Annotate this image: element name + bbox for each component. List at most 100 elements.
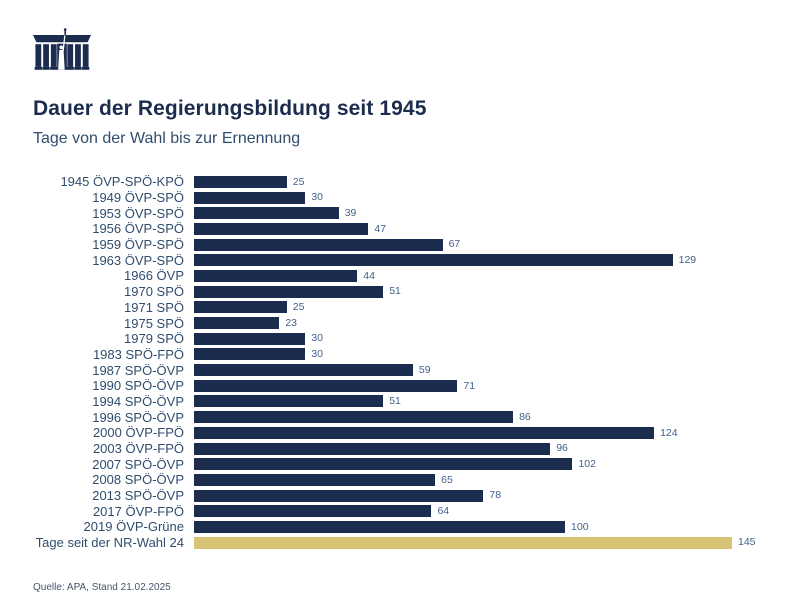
bar [194,301,287,314]
row-label: 2013 SPÖ-ÖVP [92,488,184,504]
chart-row: 1949 ÖVP-SPÖ 30 [33,190,800,206]
bar-track: 86 [194,410,732,424]
row-label: Tage seit der NR-Wahl 24 [35,535,184,551]
bar-value-label: 124 [660,426,678,439]
bar [194,175,287,188]
row-label: 1996 SPÖ-ÖVP [92,409,184,425]
chart-row: 1996 SPÖ-ÖVP 86 [33,409,800,425]
bar-track: 25 [194,175,732,188]
bar [194,411,514,424]
bar [194,473,436,486]
bar-value-label: 67 [448,238,461,251]
bar [194,348,306,361]
bar [194,238,443,251]
chart-row: 1975 SPÖ 23 [33,315,800,331]
row-label: 1959 ÖVP-SPÖ [92,237,184,253]
bar-track: 25 [194,301,732,314]
bar-track: 51 [194,395,732,408]
bar [194,269,358,282]
bar-chart: 1945 ÖVP-SPÖ-KPÖ 25 1949 ÖVP-SPÖ 30 1953 ÖVP… [33,174,800,551]
bar-track: 59 [194,363,732,377]
chart-row: 1979 SPÖ 30 [33,331,800,347]
bar [194,364,413,377]
bar-value-label: 51 [389,285,401,298]
bar-value-label: 23 [285,316,298,329]
row-label: 1956 ÖVP-SPÖ [92,221,184,237]
bar [194,489,484,502]
row-label: 1963 ÖVP-SPÖ [92,252,184,268]
bar-track: 30 [194,348,732,361]
bar-value-label: 47 [374,222,387,235]
bar [194,458,573,471]
chart-row: 1994 SPÖ-ÖVP 51 [33,394,800,410]
chart-row: 1970 SPÖ 51 [33,284,800,300]
bar-value-label: 51 [389,395,401,408]
bar-value-label: 71 [463,379,476,392]
parliament-logo-icon [33,28,91,70]
bar-track: 78 [194,489,732,502]
bar-track: 65 [194,473,732,486]
row-label: 1994 SPÖ-ÖVP [92,393,184,409]
bar-track: 67 [194,238,732,251]
chart-row: 1953 ÖVP-SPÖ 39 [33,205,800,221]
bar [194,379,458,392]
row-label: 1983 SPÖ-FPÖ [92,346,184,362]
bar [194,191,306,204]
bar-value-label: 78 [489,489,502,502]
bar-track: 23 [194,316,732,330]
row-label: 1953 ÖVP-SPÖ [92,205,184,221]
chart-row: 1990 SPÖ-ÖVP 71 [33,378,800,394]
bar-track: 44 [194,269,732,282]
bar-value-label: 129 [678,254,697,267]
row-label: 2008 SPÖ-ÖVP [92,472,184,488]
bar-value-label: 25 [292,175,305,188]
row-label: 1975 SPÖ [124,315,184,331]
chart-row: 1956 ÖVP-SPÖ 47 [33,221,800,237]
chart-row: 1945 ÖVP-SPÖ-KPÖ 25 [33,174,800,190]
bar-value-label: 100 [571,520,589,533]
page-subtitle: Tage von der Wahl bis zur Ernennung [33,130,301,147]
bar-value-label: 64 [437,505,450,518]
chart-row: 2000 ÖVP-FPÖ 124 [33,425,800,441]
bar [194,520,566,533]
row-label: 1945 ÖVP-SPÖ-KPÖ [60,174,184,190]
bar-value-label: 25 [292,301,305,314]
bar-track: 30 [194,191,732,204]
chart-row: 2019 ÖVP-Grüne 100 [33,519,800,535]
chart-row: 1987 SPÖ-ÖVP 59 [33,362,800,378]
bar-value-label: 102 [578,457,596,470]
bar [194,207,339,220]
row-label: 1949 ÖVP-SPÖ [92,190,184,206]
page-title: Dauer der Regierungsbildung seit 1945 [33,97,427,120]
chart-row: 1959 ÖVP-SPÖ 67 [33,237,800,253]
chart-row: 2008 SPÖ-ÖVP 65 [33,472,800,488]
row-label: 1979 SPÖ [124,331,184,347]
bar-value-label: 145 [738,536,756,549]
bar-value-label: 39 [344,206,357,219]
bar-track: 145 [194,536,756,549]
bar-value-label: 59 [418,363,431,376]
bar [194,505,432,518]
bar-value-label: 96 [556,442,568,455]
row-label: 2003 ÖVP-FPÖ [92,441,184,457]
bar-track: 47 [194,222,732,235]
bar-track: 71 [194,379,732,392]
bar-track: 124 [194,426,732,439]
chart-row: 2007 SPÖ-ÖVP 102 [33,456,800,472]
parliament-logo [33,27,91,72]
bar-track: 30 [194,332,732,345]
source-note: Quelle: APA, Stand 21.02.2025 [33,581,171,593]
row-label: 1990 SPÖ-ÖVP [92,378,184,394]
chart-row: 1983 SPÖ-FPÖ 30 [33,347,800,363]
bar-track: 64 [194,505,732,518]
bar-value-label: 44 [363,269,375,282]
chart-row: 2003 ÖVP-FPÖ 96 [33,441,800,457]
bar-value-label: 30 [311,191,323,204]
row-label: 2007 SPÖ-ÖVP [92,456,184,472]
row-label: 1970 SPÖ [124,284,184,300]
bar-value-label: 86 [519,410,531,423]
bar [194,442,551,455]
row-label: 2000 ÖVP-FPÖ [92,425,184,441]
chart-row: 1963 ÖVP-SPÖ 129 [33,252,800,268]
